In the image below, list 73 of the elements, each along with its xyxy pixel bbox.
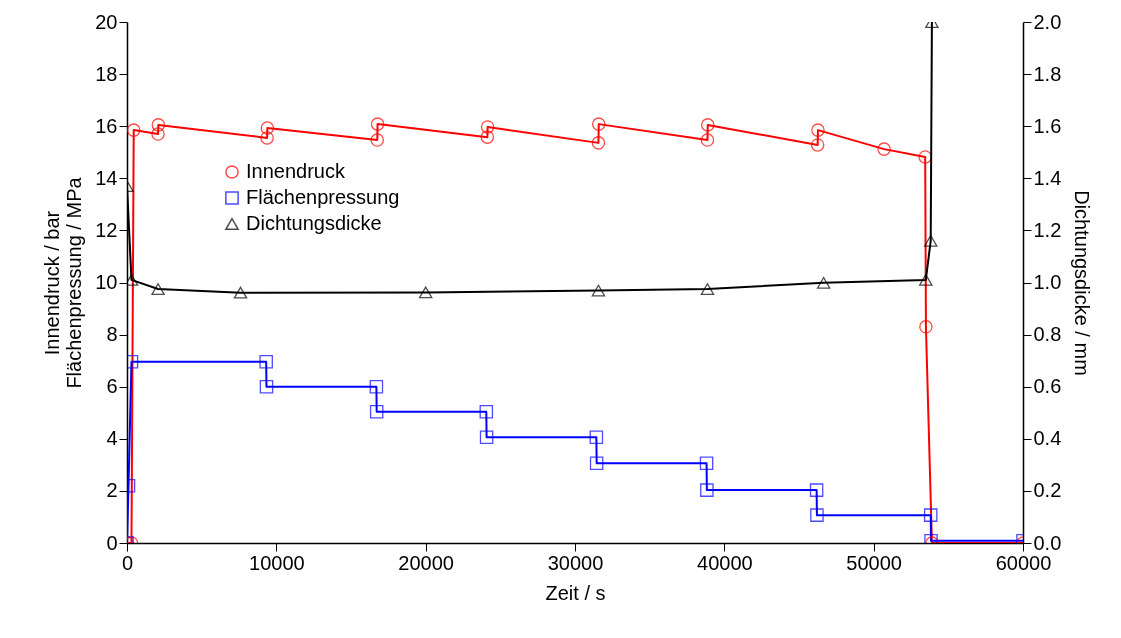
- y-tick-label: 10: [95, 271, 118, 293]
- point: [923, 508, 938, 522]
- y-tick-label: 6: [106, 375, 118, 398]
- y-tick-label: 16: [95, 114, 118, 137]
- point: [816, 276, 831, 289]
- x-tick-label: 20000: [398, 551, 454, 574]
- point: [591, 117, 606, 131]
- x-tick-label: 10000: [249, 551, 305, 574]
- point: [151, 127, 165, 141]
- y2-tick-label: 0.0: [1033, 531, 1062, 554]
- point: [591, 136, 606, 150]
- point: [700, 133, 715, 147]
- point: [370, 117, 385, 131]
- point: [810, 138, 825, 152]
- point: [233, 286, 248, 299]
- x-axis-title: Zeit / s: [545, 581, 606, 604]
- point: [369, 404, 384, 419]
- point: [418, 286, 433, 299]
- x-tick-label: 40000: [697, 551, 753, 574]
- point: [369, 379, 384, 394]
- point: [260, 121, 275, 135]
- legend-label: Innendruck: [246, 160, 346, 182]
- legend-label: Flächenpressung: [246, 186, 400, 208]
- point: [479, 430, 494, 445]
- y-tick-label: 8: [106, 323, 118, 346]
- point: [809, 483, 824, 497]
- point: [259, 379, 274, 394]
- y-tick-label: 14: [95, 166, 118, 189]
- y2-tick-label: 2.0: [1033, 10, 1062, 33]
- y-tick-label: 4: [106, 427, 118, 450]
- y2-tick-label: 1.0: [1033, 271, 1062, 293]
- y-axis-title: Innendruck / bar Flächenpressung / MPa: [41, 176, 86, 389]
- y2-axis-title: Dichtungsdicke / mm: [1071, 190, 1094, 376]
- point: [810, 508, 824, 522]
- y-tick-label: 18: [95, 62, 118, 85]
- y2-tick-label: 0.8: [1033, 323, 1062, 346]
- point: [700, 483, 714, 497]
- point: [480, 130, 495, 144]
- point: [370, 133, 385, 147]
- y2-tick-label: 1.6: [1033, 114, 1062, 137]
- point: [480, 120, 495, 134]
- point: [700, 283, 715, 295]
- y-tick-label: 2: [106, 479, 118, 502]
- point: [479, 404, 494, 419]
- point: [151, 283, 165, 295]
- point: [260, 131, 274, 145]
- point: [589, 430, 604, 445]
- y2-tick-label: 1.4: [1033, 166, 1062, 189]
- x-tick-label: 50000: [846, 551, 902, 574]
- point: [127, 123, 141, 137]
- y2-tick-label: 1.2: [1033, 218, 1062, 241]
- point: [877, 142, 891, 156]
- point: [700, 118, 715, 132]
- y2-tick-label: 1.8: [1033, 62, 1062, 85]
- point: [919, 273, 933, 286]
- x-tick-label: 0: [121, 551, 134, 574]
- y2-tick-label: 0.6: [1033, 375, 1062, 398]
- point: [591, 284, 606, 297]
- x-tick-label: 60000: [995, 551, 1052, 574]
- point: [919, 320, 933, 334]
- point: [699, 456, 714, 471]
- x-tick-label: 30000: [547, 551, 604, 574]
- point: [811, 123, 825, 137]
- point: [589, 456, 604, 471]
- y-tick-label: 0: [106, 531, 118, 554]
- point: [259, 354, 273, 369]
- y2-tick-label: 0.2: [1033, 479, 1062, 502]
- y-tick-label: 20: [95, 10, 118, 33]
- legend-label: Dichtungsdicke: [246, 212, 382, 234]
- y2-tick-label: 0.4: [1033, 427, 1062, 450]
- point: [923, 234, 938, 247]
- point: [151, 118, 166, 132]
- y-tick-label: 12: [95, 218, 118, 241]
